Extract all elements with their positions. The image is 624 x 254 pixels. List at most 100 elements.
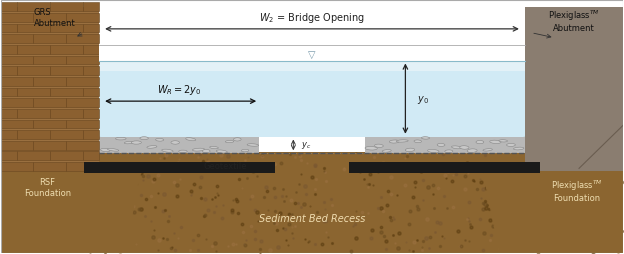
Bar	[66, 35, 99, 44]
Bar	[82, 88, 99, 97]
Ellipse shape	[162, 150, 173, 153]
Bar	[34, 141, 66, 150]
Bar	[99, 1, 525, 152]
Bar	[82, 131, 99, 139]
Ellipse shape	[437, 144, 445, 147]
Ellipse shape	[202, 150, 210, 153]
Bar	[34, 56, 66, 65]
Ellipse shape	[421, 137, 429, 140]
Bar	[1, 88, 17, 97]
Text: Sediment Bed Recess: Sediment Bed Recess	[259, 213, 365, 223]
Ellipse shape	[247, 144, 258, 147]
Ellipse shape	[241, 150, 249, 152]
Bar	[99, 61, 525, 71]
Ellipse shape	[460, 146, 469, 150]
Bar	[50, 109, 82, 118]
Bar	[1, 99, 34, 107]
Text: $W_2$ = Bridge Opening: $W_2$ = Bridge Opening	[259, 11, 365, 25]
Ellipse shape	[178, 151, 187, 153]
Bar	[50, 67, 82, 76]
Bar	[1, 56, 34, 65]
Bar	[1, 67, 17, 76]
Ellipse shape	[225, 141, 234, 143]
Text: ▽: ▽	[308, 49, 316, 59]
Bar	[50, 46, 82, 55]
Ellipse shape	[124, 142, 133, 144]
Ellipse shape	[483, 149, 492, 151]
Bar	[1, 14, 34, 23]
Polygon shape	[1, 137, 143, 253]
Bar	[66, 78, 99, 86]
Bar	[17, 46, 50, 55]
Text: $W_R = 2y_0$: $W_R = 2y_0$	[157, 83, 202, 97]
Bar	[1, 120, 34, 129]
Ellipse shape	[107, 149, 119, 152]
Bar	[1, 131, 17, 139]
Bar	[34, 99, 66, 107]
Bar	[50, 152, 82, 161]
Bar	[66, 56, 99, 65]
Ellipse shape	[140, 137, 149, 140]
Bar	[1, 46, 17, 55]
Ellipse shape	[171, 141, 180, 145]
Bar	[34, 163, 66, 171]
Polygon shape	[481, 137, 623, 253]
Bar	[34, 78, 66, 86]
Bar	[99, 46, 525, 61]
Bar	[66, 141, 99, 150]
Bar	[17, 109, 50, 118]
Bar	[1, 35, 34, 44]
Bar	[99, 137, 259, 153]
Ellipse shape	[427, 150, 439, 153]
Ellipse shape	[445, 150, 453, 153]
Bar	[525, 8, 623, 171]
Ellipse shape	[476, 141, 484, 144]
Bar	[66, 99, 99, 107]
Ellipse shape	[186, 138, 196, 141]
Bar	[66, 14, 99, 23]
Text: Plexiglass$^{TM}$
Abutment: Plexiglass$^{TM}$ Abutment	[548, 8, 600, 33]
Text: GRS
Abutment: GRS Abutment	[34, 8, 76, 28]
Bar	[82, 25, 99, 33]
Ellipse shape	[382, 150, 391, 153]
Bar	[50, 25, 82, 33]
Bar	[1, 163, 34, 171]
Text: Geotextile: Geotextile	[203, 161, 246, 170]
Ellipse shape	[514, 148, 524, 150]
Ellipse shape	[507, 144, 515, 147]
Bar	[82, 109, 99, 118]
Bar	[349, 162, 540, 174]
Bar	[50, 3, 82, 12]
Ellipse shape	[414, 140, 421, 143]
Text: $y_c$: $y_c$	[301, 140, 311, 151]
Ellipse shape	[365, 147, 378, 150]
Bar	[1, 8, 99, 171]
Ellipse shape	[374, 145, 383, 148]
Bar	[1, 152, 17, 161]
Bar	[1, 78, 34, 86]
Ellipse shape	[405, 149, 415, 152]
Text: Plexiglass$^{TM}$
Foundation: Plexiglass$^{TM}$ Foundation	[550, 178, 603, 202]
Text: $y_0$: $y_0$	[417, 93, 429, 105]
Ellipse shape	[389, 140, 399, 144]
Ellipse shape	[147, 146, 157, 149]
Bar	[34, 35, 66, 44]
Bar	[34, 120, 66, 129]
Bar	[17, 131, 50, 139]
Bar	[82, 67, 99, 76]
Ellipse shape	[192, 149, 205, 151]
Bar	[17, 3, 50, 12]
Ellipse shape	[100, 149, 110, 152]
Bar	[1, 25, 17, 33]
Bar	[66, 120, 99, 129]
Bar	[50, 131, 82, 139]
Ellipse shape	[155, 139, 163, 141]
Bar	[82, 3, 99, 12]
Bar	[1, 109, 17, 118]
Bar	[365, 137, 525, 153]
Bar	[17, 88, 50, 97]
Ellipse shape	[490, 141, 501, 144]
Bar	[1, 3, 17, 12]
Bar	[17, 67, 50, 76]
Ellipse shape	[233, 138, 241, 141]
